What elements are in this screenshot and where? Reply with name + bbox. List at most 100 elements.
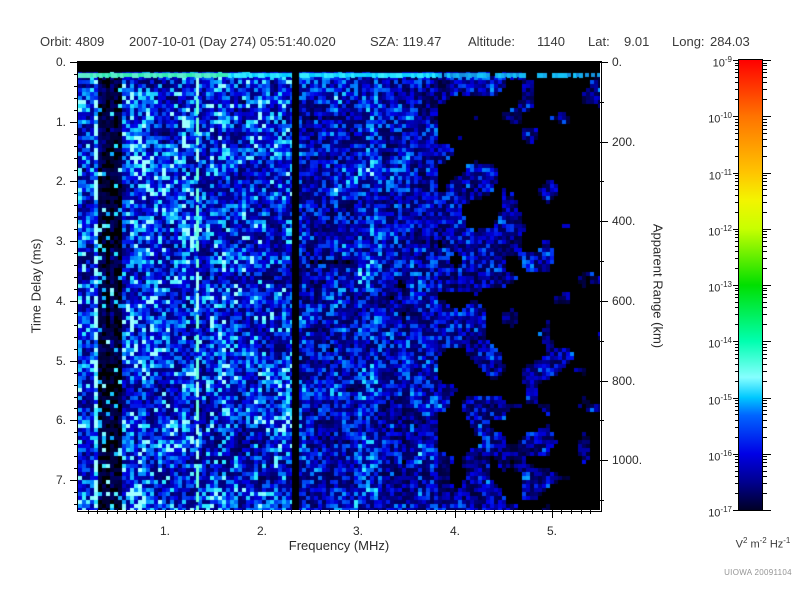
- colorbar-unit-label: V2 m-2 Hz-1: [735, 536, 791, 551]
- colorbar-minor-tick-left: [735, 178, 738, 179]
- right-axis-minor-tick: [600, 261, 604, 262]
- right-axis-title: Apparent Range (km): [650, 223, 666, 349]
- right-axis-major-tick: [600, 460, 608, 461]
- y-axis-minor-tick: [74, 86, 78, 87]
- x-axis-minor-tick: [252, 510, 253, 514]
- colorbar-minor-tick-left: [735, 202, 738, 203]
- colorbar-minor-tick-left: [735, 139, 738, 140]
- x-axis-minor-tick: [349, 510, 350, 514]
- x-axis-minor-tick: [387, 510, 388, 514]
- y-axis-minor-tick: [74, 98, 78, 99]
- right-axis-major-tick: [600, 142, 608, 143]
- x-axis-minor-tick: [146, 510, 147, 514]
- x-axis-minor-tick: [590, 510, 591, 514]
- colorbar-minor-tick-right: [763, 139, 767, 140]
- y-axis-minor-tick: [74, 492, 78, 493]
- colorbar-minor-tick-left: [735, 181, 738, 182]
- colorbar-minor-tick-right: [763, 483, 767, 484]
- colorbar-minor-tick-right: [763, 364, 767, 365]
- y-axis-tick-label: 1.: [55, 115, 66, 129]
- colorbar-minor-tick-left: [735, 297, 738, 298]
- y-axis-minor-tick: [74, 337, 78, 338]
- y-axis-minor-tick: [74, 444, 78, 445]
- x-axis-minor-tick: [291, 510, 292, 514]
- x-axis-minor-tick: [175, 510, 176, 514]
- colorbar-minor-tick-right: [763, 202, 767, 203]
- colorbar-minor-tick-right: [763, 314, 767, 315]
- y-axis-minor-tick: [74, 397, 78, 398]
- colorbar-minor-tick-right: [763, 403, 767, 404]
- x-axis-minor-tick: [233, 510, 234, 514]
- colorbar-minor-tick-right: [763, 156, 767, 157]
- colorbar-minor-tick-left: [735, 195, 738, 196]
- colorbar-minor-tick-right: [763, 414, 767, 415]
- colorbar-minor-tick-right: [763, 268, 767, 269]
- colorbar-minor-tick-left: [735, 63, 738, 64]
- x-axis-tick-label: 2.: [256, 524, 267, 538]
- colorbar-minor-tick-right: [763, 437, 767, 438]
- longitude-value: 284.03: [710, 34, 750, 49]
- x-axis-minor-tick: [571, 510, 572, 514]
- x-axis-tick-label: 1.: [159, 524, 170, 538]
- right-axis-minor-tick: [600, 500, 604, 501]
- colorbar-minor-tick-left: [735, 65, 738, 66]
- colorbar-minor-tick-left: [735, 410, 738, 411]
- x-axis-minor-tick: [378, 510, 379, 514]
- x-axis-minor-tick: [320, 510, 321, 514]
- colorbar-minor-tick-left: [735, 89, 738, 90]
- colorbar-tick-label: 10-13: [708, 280, 732, 295]
- colorbar-major-tick-right: [763, 116, 771, 117]
- x-axis-tick-label: 5.: [546, 524, 557, 538]
- colorbar-minor-tick-left: [735, 483, 738, 484]
- x-axis-minor-tick: [88, 510, 89, 514]
- right-axis-minor-tick: [600, 420, 604, 421]
- y-axis-minor-tick: [74, 313, 78, 314]
- y-axis-tick-label: 7.: [55, 473, 66, 487]
- right-axis-minor-tick: [600, 102, 604, 103]
- colorbar-minor-tick-right: [763, 347, 767, 348]
- x-axis-minor-tick: [204, 510, 205, 514]
- colorbar-minor-tick-right: [763, 122, 767, 123]
- y-axis-minor-tick: [74, 373, 78, 374]
- colorbar-minor-tick-right: [763, 77, 767, 78]
- latitude-label: Lat:: [588, 34, 610, 49]
- colorbar-minor-tick-left: [735, 156, 738, 157]
- right-axis-major-tick: [600, 62, 608, 63]
- x-axis-minor-tick: [223, 510, 224, 514]
- x-axis-minor-tick: [107, 510, 108, 514]
- y-axis-minor-tick: [74, 110, 78, 111]
- y-axis-minor-tick: [74, 146, 78, 147]
- x-axis-minor-tick: [281, 510, 282, 514]
- colorbar-minor-tick-left: [735, 347, 738, 348]
- y-axis-minor-tick: [74, 158, 78, 159]
- colorbar-minor-tick-right: [763, 358, 767, 359]
- colorbar-minor-tick-left: [735, 77, 738, 78]
- x-axis-minor-tick: [339, 510, 340, 514]
- datetime-text: 2007-10-01 (Day 274) 05:51:40.020: [129, 34, 336, 49]
- bottom-axis-title: Frequency (MHz): [288, 538, 390, 553]
- colorbar-minor-tick-left: [735, 175, 738, 176]
- colorbar-tick-label: 10-12: [708, 224, 732, 239]
- x-axis-minor-tick: [474, 510, 475, 514]
- colorbar-minor-tick-left: [735, 129, 738, 130]
- x-axis-tick-label: 4.: [449, 524, 460, 538]
- colorbar-minor-tick-right: [763, 350, 767, 351]
- colorbar-minor-tick-right: [763, 381, 767, 382]
- colorbar-minor-tick-left: [735, 246, 738, 247]
- colorbar-tick-label: 10-14: [708, 336, 732, 351]
- y-axis-minor-tick: [74, 325, 78, 326]
- colorbar-major-tick-right: [763, 173, 771, 174]
- colorbar-minor-tick-left: [735, 119, 738, 120]
- colorbar-minor-tick-left: [735, 288, 738, 289]
- colorbar-minor-tick-right: [763, 297, 767, 298]
- colorbar-minor-tick-right: [763, 181, 767, 182]
- x-axis-minor-tick: [242, 510, 243, 514]
- x-axis-minor-tick: [484, 510, 485, 514]
- y-axis-major-tick: [70, 480, 78, 481]
- y-axis-minor-tick: [74, 170, 78, 171]
- colorbar-major-tick-right: [763, 398, 771, 399]
- y-axis-minor-tick: [74, 456, 78, 457]
- x-axis-minor-tick: [542, 510, 543, 514]
- colorbar-major-tick-left: [733, 173, 738, 174]
- orbit-text: Orbit: 4809: [40, 34, 105, 49]
